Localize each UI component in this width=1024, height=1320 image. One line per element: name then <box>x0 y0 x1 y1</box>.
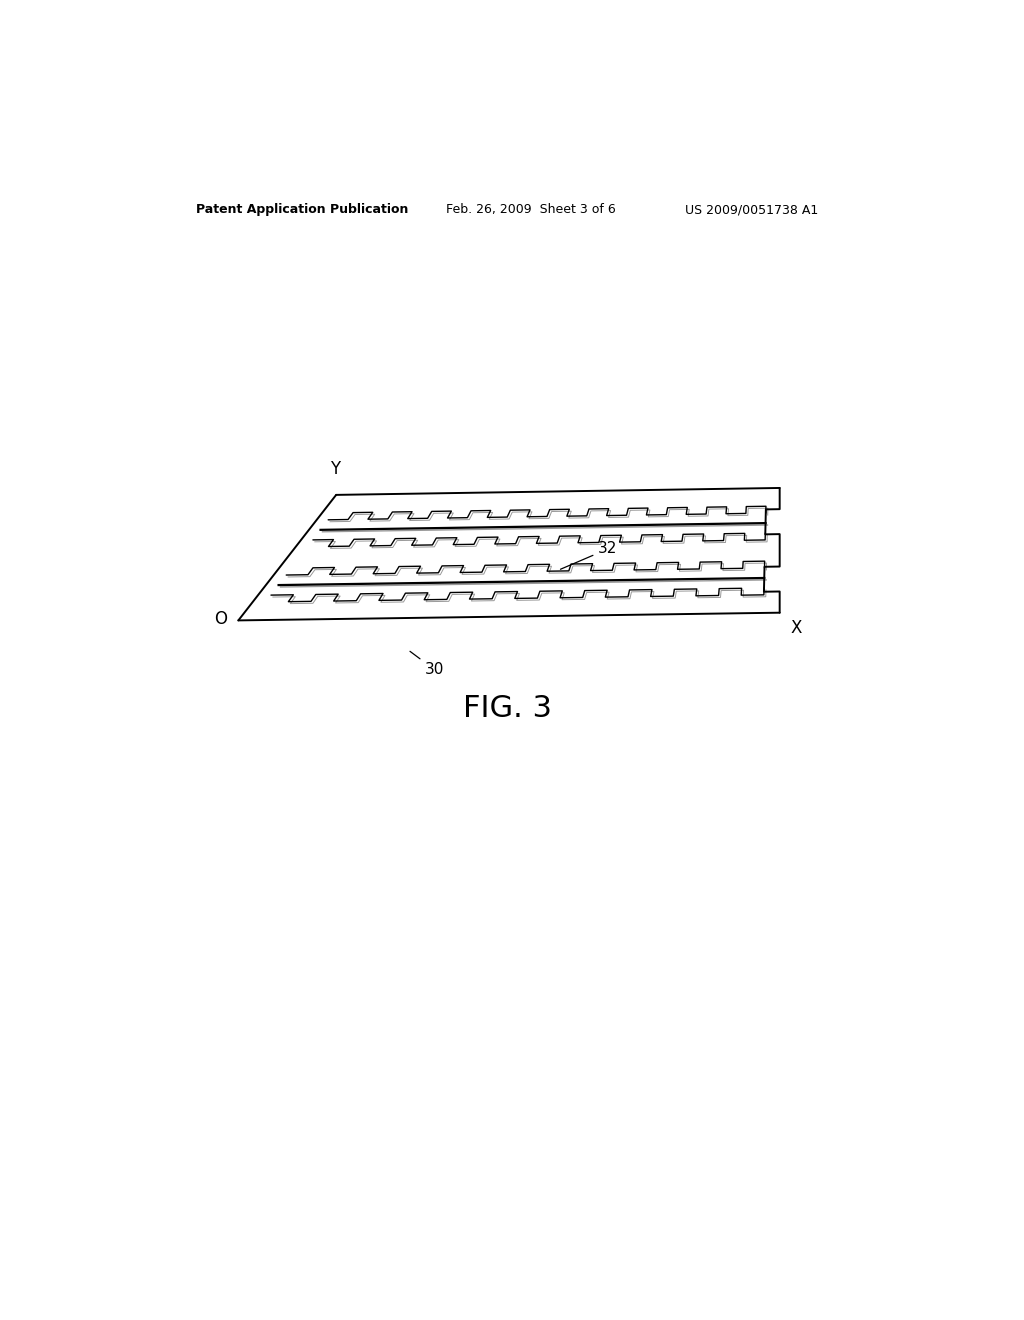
Text: 32: 32 <box>560 541 617 569</box>
Text: Y: Y <box>330 459 340 478</box>
Text: Patent Application Publication: Patent Application Publication <box>196 203 409 216</box>
Text: X: X <box>791 619 802 636</box>
Text: FIG. 3: FIG. 3 <box>463 694 552 723</box>
Text: Feb. 26, 2009  Sheet 3 of 6: Feb. 26, 2009 Sheet 3 of 6 <box>446 203 616 216</box>
Text: 30: 30 <box>410 651 444 677</box>
Text: US 2009/0051738 A1: US 2009/0051738 A1 <box>685 203 818 216</box>
Text: O: O <box>214 610 226 628</box>
